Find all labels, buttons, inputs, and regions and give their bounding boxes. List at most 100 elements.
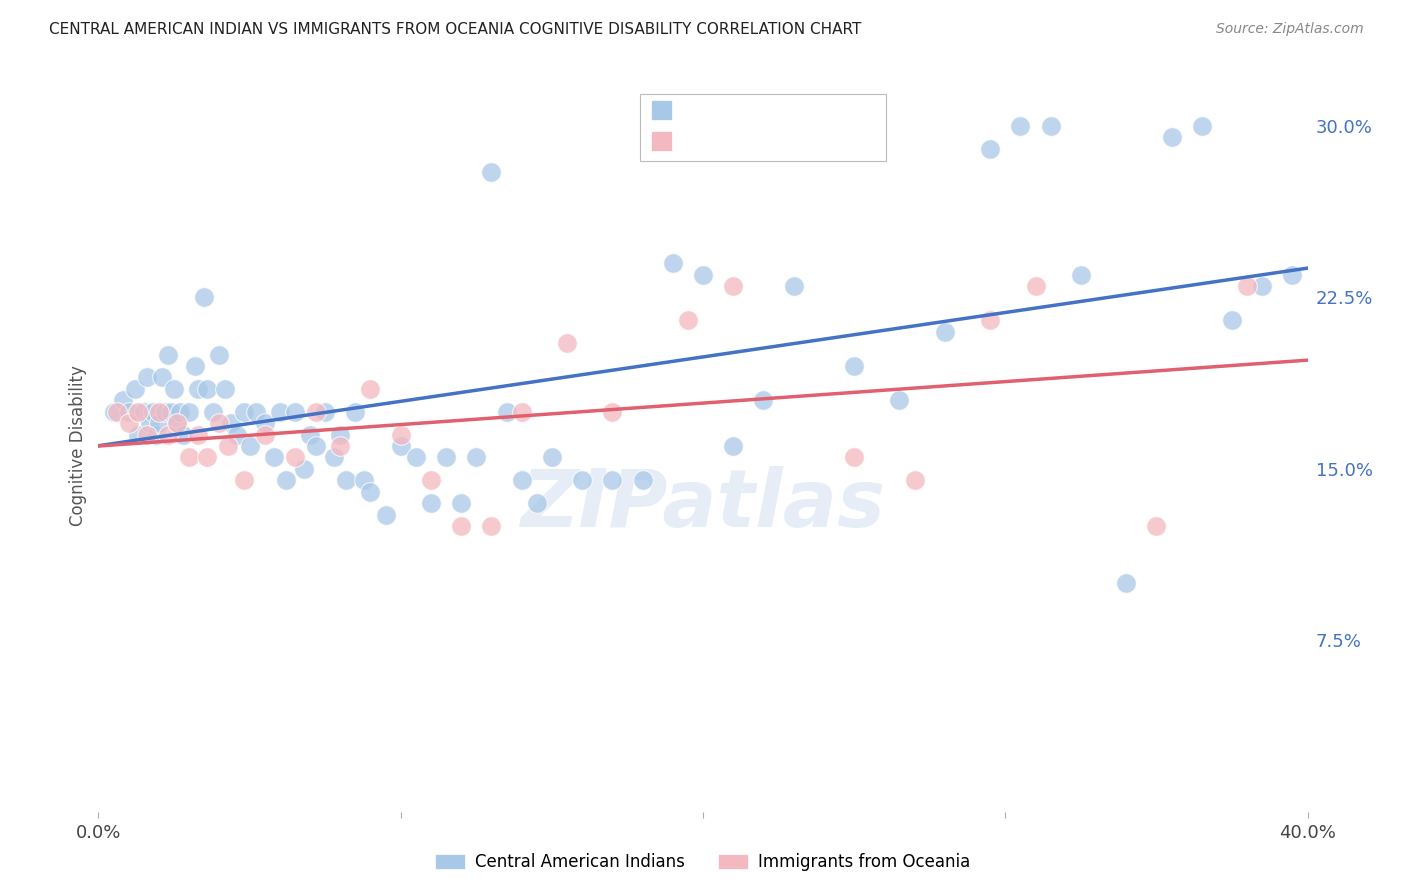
- Point: [434, 450, 457, 465]
- Point: [1070, 268, 1092, 282]
- Text: 33: 33: [818, 132, 844, 150]
- Point: [179, 450, 201, 465]
- Point: [172, 427, 194, 442]
- Point: [1236, 279, 1258, 293]
- Point: [783, 279, 806, 293]
- Text: 0.326: 0.326: [720, 132, 776, 150]
- Point: [274, 473, 297, 487]
- Point: [284, 450, 307, 465]
- Point: [420, 473, 443, 487]
- Point: [187, 382, 209, 396]
- Point: [299, 427, 322, 442]
- Point: [329, 427, 352, 442]
- Point: [353, 473, 375, 487]
- Point: [420, 496, 443, 510]
- Point: [221, 416, 243, 430]
- Point: [1191, 119, 1213, 133]
- Point: [314, 405, 336, 419]
- Text: Source: ZipAtlas.com: Source: ZipAtlas.com: [1216, 22, 1364, 37]
- Point: [540, 450, 562, 465]
- Point: [510, 473, 533, 487]
- Point: [145, 427, 167, 442]
- Point: [195, 450, 218, 465]
- Point: [1220, 313, 1243, 327]
- Point: [555, 336, 578, 351]
- Point: [360, 484, 382, 499]
- Point: [160, 405, 183, 419]
- Point: [305, 439, 328, 453]
- Point: [389, 439, 412, 453]
- Text: R =: R =: [681, 132, 720, 150]
- Point: [150, 370, 173, 384]
- Point: [232, 473, 254, 487]
- Point: [187, 427, 209, 442]
- Point: [631, 473, 654, 487]
- Point: [127, 427, 149, 442]
- Point: [844, 359, 866, 373]
- Point: [239, 439, 262, 453]
- Text: ZIPatlas: ZIPatlas: [520, 466, 886, 543]
- Point: [1144, 519, 1167, 533]
- Point: [263, 450, 285, 465]
- Text: CENTRAL AMERICAN INDIAN VS IMMIGRANTS FROM OCEANIA COGNITIVE DISABILITY CORRELAT: CENTRAL AMERICAN INDIAN VS IMMIGRANTS FR…: [49, 22, 862, 37]
- Point: [132, 405, 155, 419]
- Point: [1281, 268, 1303, 282]
- Point: [245, 405, 267, 419]
- Point: [284, 405, 307, 419]
- Point: [269, 405, 291, 419]
- Point: [169, 405, 191, 419]
- Point: [979, 142, 1001, 156]
- Point: [979, 313, 1001, 327]
- Text: N =: N =: [769, 101, 821, 119]
- Point: [292, 462, 315, 476]
- Point: [153, 405, 176, 419]
- Text: N =: N =: [769, 132, 821, 150]
- Point: [481, 519, 503, 533]
- Point: [1115, 576, 1137, 591]
- Point: [692, 268, 714, 282]
- Point: [202, 405, 225, 419]
- Point: [495, 405, 517, 419]
- Point: [163, 382, 186, 396]
- Point: [184, 359, 207, 373]
- Point: [156, 427, 179, 442]
- Point: [661, 256, 683, 270]
- Legend: Central American Indians, Immigrants from Oceania: Central American Indians, Immigrants fro…: [427, 845, 979, 880]
- Point: [118, 416, 141, 430]
- Point: [1160, 130, 1182, 145]
- Point: [481, 164, 503, 178]
- Point: [1024, 279, 1046, 293]
- Point: [103, 405, 125, 419]
- Point: [360, 382, 382, 396]
- Point: [166, 416, 188, 430]
- Point: [676, 313, 699, 327]
- Point: [389, 427, 412, 442]
- Point: [344, 405, 367, 419]
- Point: [526, 496, 548, 510]
- Point: [135, 370, 157, 384]
- Point: [1251, 279, 1274, 293]
- Point: [723, 439, 745, 453]
- Point: [335, 473, 357, 487]
- Point: [752, 393, 775, 408]
- Point: [329, 439, 352, 453]
- Point: [118, 405, 141, 419]
- Point: [405, 450, 427, 465]
- Point: [193, 290, 215, 304]
- Point: [934, 325, 956, 339]
- Point: [1010, 119, 1032, 133]
- Point: [305, 405, 328, 419]
- Text: R =: R =: [681, 101, 720, 119]
- Point: [208, 416, 231, 430]
- Point: [602, 473, 624, 487]
- Point: [450, 496, 472, 510]
- Point: [602, 405, 624, 419]
- Y-axis label: Cognitive Disability: Cognitive Disability: [69, 366, 87, 526]
- Point: [142, 405, 165, 419]
- Point: [571, 473, 593, 487]
- Point: [226, 427, 249, 442]
- Point: [166, 416, 188, 430]
- Point: [904, 473, 927, 487]
- Point: [214, 382, 236, 396]
- Point: [253, 427, 276, 442]
